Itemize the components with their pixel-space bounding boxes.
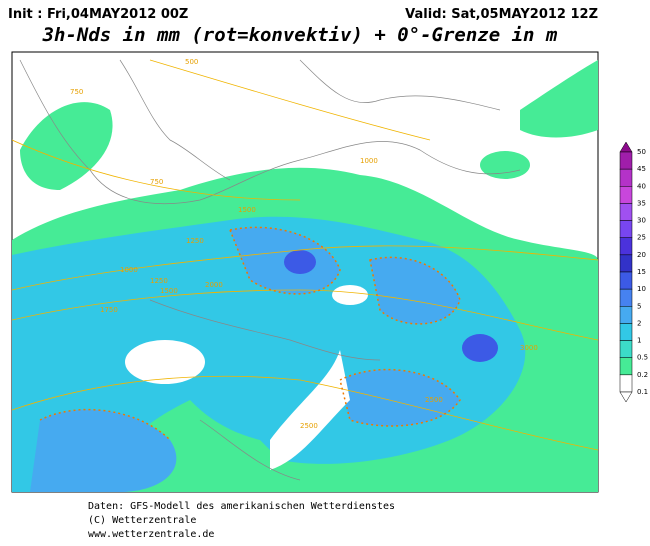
contour-label: 1500 xyxy=(160,287,178,295)
colorbar-label: 10 xyxy=(637,285,646,293)
contour-label: 750 xyxy=(150,178,163,186)
colorbar-swatch xyxy=(619,357,633,376)
contour-label: 1250 xyxy=(186,237,204,245)
precip-area xyxy=(480,151,530,179)
contour-label: 2000 xyxy=(205,281,223,289)
valid-time: Valid: Sat,05MAY2012 12Z xyxy=(405,7,598,22)
contour-label: 1750 xyxy=(100,306,118,314)
colorbar-label: 1 xyxy=(637,337,641,345)
map-title: 3h-Nds in mm (rot=konvektiv) + 0°-Grenze… xyxy=(42,24,558,46)
colorbar-label: 45 xyxy=(637,165,646,173)
colorbar-label: 25 xyxy=(637,234,646,242)
contour-label: 1500 xyxy=(238,206,256,214)
colorbar-swatch xyxy=(619,237,633,256)
colorbar-swatch xyxy=(619,254,633,273)
colorbar-label: 0.5 xyxy=(637,354,648,362)
colorbar-swatch xyxy=(619,323,633,341)
init-time: Init : Fri,04MAY2012 00Z xyxy=(8,7,188,22)
precip-area xyxy=(340,369,460,426)
contour-label: 500 xyxy=(185,58,198,66)
colorbar-label: 5 xyxy=(637,302,641,310)
contour-label: 750 xyxy=(70,88,83,96)
colorbar-label: 0.1 xyxy=(637,388,648,396)
colorbar-swatch xyxy=(619,306,633,324)
precip-area xyxy=(20,102,113,190)
colorbar-swatch xyxy=(619,151,633,170)
colorbar-swatch xyxy=(619,374,633,393)
contour-label: 1000 xyxy=(360,157,378,165)
precip-area xyxy=(370,257,460,324)
colorbar-swatch xyxy=(619,168,633,187)
colorbar-label: 30 xyxy=(637,217,646,225)
footer-line: www.wetterzentrale.de xyxy=(88,529,214,540)
map: 500 750 750 1000 1000 1250 1250 1500 1750 2000 250… xyxy=(11,51,599,493)
colorbar-swatch xyxy=(619,220,633,238)
precip-area xyxy=(462,334,498,362)
contour-label: 2500 xyxy=(300,422,318,430)
colorbar-label: 2 xyxy=(637,319,641,327)
colorbar-label: 0.2 xyxy=(637,371,648,379)
colorbar-swatch xyxy=(619,340,633,358)
colorbar-label: 35 xyxy=(637,199,646,207)
precip-area xyxy=(284,250,316,274)
contour-label: 1000 xyxy=(120,266,138,274)
coastlines xyxy=(19,59,521,481)
colorbar-end xyxy=(619,141,633,153)
precip-area xyxy=(30,409,177,492)
colorbar-end xyxy=(619,391,633,403)
colorbar-label: 15 xyxy=(637,268,646,276)
footer-line: (C) Wetterzentrale xyxy=(88,515,196,526)
colorbar-swatch xyxy=(619,271,633,290)
footer-line: Daten: GFS-Modell des amerikanischen Wet… xyxy=(88,501,395,512)
contour-label: 2500 xyxy=(425,396,443,404)
dry-area xyxy=(332,285,368,305)
dry-area xyxy=(125,340,205,384)
colorbar-swatch xyxy=(619,203,633,221)
colorbar-label: 40 xyxy=(637,182,646,190)
colorbar-label: 50 xyxy=(637,148,646,156)
contour-label: 3000 xyxy=(520,344,538,352)
contour-label: 1250 xyxy=(150,277,168,285)
dry-area xyxy=(270,350,350,470)
precip-area xyxy=(520,60,598,138)
colorbar: 50 45 40 35 30 25 20 15 10 5 2 1 0.5 0.2 0.1 xyxy=(619,141,648,403)
convective-contours xyxy=(39,226,461,441)
colorbar-swatch xyxy=(619,186,633,204)
colorbar-swatch xyxy=(619,288,633,307)
freezing-level-contours xyxy=(12,59,598,451)
colorbar-label: 20 xyxy=(637,251,646,259)
